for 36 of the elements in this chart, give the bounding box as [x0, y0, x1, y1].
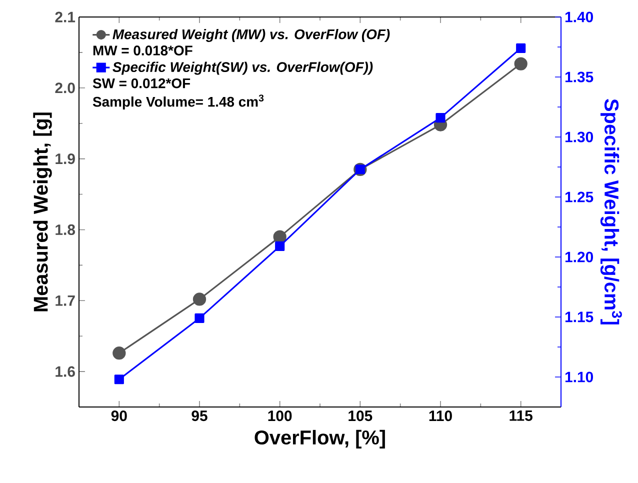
- x-tick-label: 100: [268, 410, 292, 422]
- y2-tick-label: 1.10: [565, 372, 593, 382]
- y-tick-label: 1.8: [56, 224, 76, 236]
- point: [436, 113, 446, 123]
- legend-label: Specific Weight(SW) vs. OverFlow(OF)): [112, 62, 373, 75]
- point: [275, 241, 285, 251]
- annotation: Sample Volume= 1.48 cm$^{3}$: [92, 94, 264, 110]
- y2-tick-label: 1.15: [565, 312, 594, 322]
- y-tick-label: 2.1: [55, 12, 76, 22]
- y-tick-label: 1.6: [56, 366, 75, 377]
- y2-tick-label: 1.30: [565, 132, 593, 142]
- y2-tick-label: 1.35: [565, 72, 594, 82]
- y2-tick-label: 1.40: [565, 12, 593, 22]
- y2-tick-label: 1.25: [565, 192, 594, 202]
- x-tick-label: 105: [348, 410, 372, 422]
- point: [516, 43, 526, 53]
- y2-tick-label: 1.20: [565, 252, 593, 262]
- legend-label: Measured Weight (MW) vs. OverFlow (OF): [112, 28, 390, 42]
- x-tick-label: 95: [192, 410, 208, 422]
- point: [514, 57, 528, 70]
- y2-axis-title: Specific Weight, [g/cm$^{3}$]: [600, 99, 622, 324]
- point: [273, 230, 286, 244]
- annotation: SW = 0.012*OF: [92, 78, 190, 88]
- y-tick-label: 1.9: [56, 154, 75, 164]
- point: [112, 346, 126, 360]
- y-axis-title: Measured Weight, [g]: [33, 112, 52, 312]
- x-tick-label: 110: [429, 410, 452, 422]
- x-axis-title: OverFlow, [%]: [254, 430, 385, 449]
- point: [194, 313, 204, 323]
- point: [192, 292, 206, 306]
- x-tick-label: 90: [111, 410, 127, 422]
- annotation: MW = 0.018*OF: [93, 46, 192, 56]
- x-tick-label: 115: [510, 410, 532, 421]
- y-tick-label: 1.7: [56, 295, 75, 306]
- point: [114, 374, 124, 384]
- y-tick-label: 2.0: [55, 82, 75, 94]
